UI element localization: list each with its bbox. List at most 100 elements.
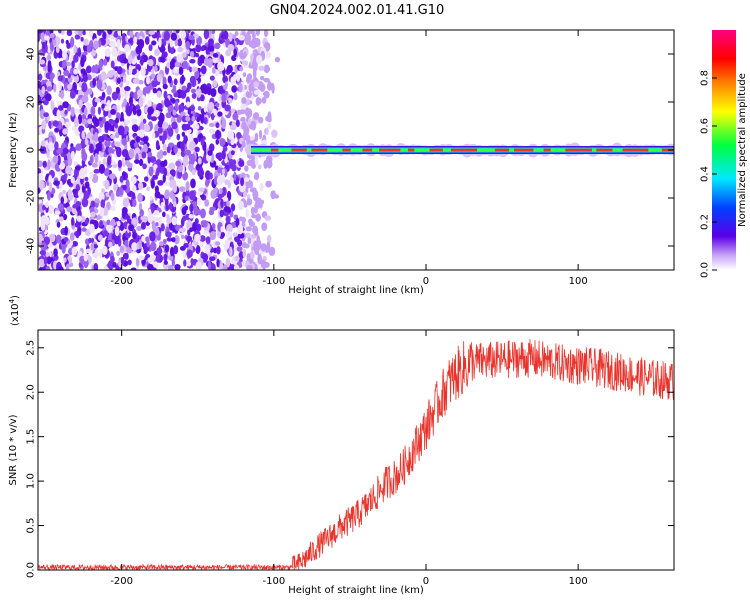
noise-speck [98, 163, 106, 175]
noise-speck [133, 36, 138, 44]
noise-speck [81, 227, 87, 232]
tone-peak [342, 148, 351, 152]
noise-speck [155, 254, 161, 263]
noise-speck [199, 208, 206, 219]
noise-speck [56, 234, 62, 244]
noise-speck [143, 215, 148, 223]
noise-speck [184, 195, 189, 202]
noise-speck [38, 258, 46, 268]
noise-speck [115, 117, 120, 124]
noise-speck [40, 242, 47, 252]
noise-speck [104, 121, 111, 131]
noise-speck [173, 78, 178, 86]
noise-speck [257, 253, 262, 265]
noise-speck [162, 122, 169, 130]
noise-speck [106, 219, 111, 226]
noise-speck [166, 61, 171, 69]
noise-speck [162, 238, 167, 245]
x-tick-label: 100 [569, 576, 588, 587]
noise-speck [258, 266, 263, 270]
noise-speck [122, 57, 129, 64]
noise-speck [88, 237, 92, 244]
noise-speck [133, 77, 140, 85]
noise-speck [265, 180, 272, 188]
noise-speck [62, 101, 69, 109]
noise-speck [136, 108, 142, 117]
noise-speck [151, 80, 158, 88]
noise-speck [132, 68, 137, 75]
snr-line [38, 338, 674, 570]
noise-speck [73, 44, 77, 55]
noise-speck [38, 233, 43, 243]
noise-speck [173, 245, 179, 255]
noise-speck [115, 146, 122, 158]
noise-speck [146, 239, 150, 248]
noise-speck [140, 222, 146, 230]
noise-speck [83, 74, 88, 83]
noise-speck [124, 239, 129, 248]
noise-speck [150, 205, 155, 214]
noise-speck [69, 232, 75, 241]
y-tick-label: 1.5 [26, 429, 37, 445]
noise-speck [144, 176, 149, 182]
noise-speck [104, 237, 109, 248]
noise-speck [147, 59, 154, 67]
noise-speck [154, 185, 159, 194]
noise-speck [135, 104, 141, 110]
noise-speck [61, 59, 67, 69]
noise-speck [178, 66, 184, 75]
noise-speck [81, 130, 86, 140]
noise-speck [216, 129, 220, 139]
noise-speck [93, 40, 99, 50]
noise-speck [89, 223, 95, 234]
noise-speck [101, 103, 105, 109]
noise-speck [103, 105, 110, 112]
noise-speck [122, 252, 129, 260]
noise-speck [104, 140, 111, 147]
noise-speck [89, 171, 94, 180]
noise-speck [182, 60, 189, 69]
noise-speck [141, 235, 146, 243]
noise-speck [72, 203, 79, 209]
noise-speck [181, 74, 185, 84]
noise-speck [192, 123, 200, 131]
noise-speck [244, 165, 249, 172]
noise-speck [258, 164, 262, 170]
noise-speck [155, 227, 160, 236]
noise-speck [132, 105, 137, 116]
noise-speck [116, 66, 123, 75]
noise-speck [58, 216, 64, 222]
noise-speck [150, 116, 158, 122]
noise-speck [225, 257, 231, 268]
noise-speck [45, 72, 52, 80]
noise-speck [164, 244, 170, 253]
noise-speck [82, 30, 86, 36]
noise-speck [172, 109, 177, 116]
noise-speck [112, 68, 116, 76]
noise-speck [183, 243, 189, 248]
noise-speck [221, 93, 227, 103]
noise-speck [271, 83, 275, 94]
noise-speck [40, 32, 45, 42]
colorbar-ticks: 0.0 0.2 0.4 0.6 0.8 [700, 70, 717, 278]
noise-speck [81, 197, 89, 208]
noise-speck [199, 54, 206, 64]
colorbar-tick-label: 0.8 [700, 70, 711, 86]
noise-speck [176, 133, 181, 141]
noise-speck [248, 180, 254, 189]
noise-speck [70, 176, 75, 184]
noise-speck [243, 125, 250, 136]
noise-speck [156, 73, 163, 83]
noise-speck [157, 120, 164, 128]
noise-speck [256, 54, 263, 65]
noise-speck [222, 264, 228, 270]
noise-speck [238, 82, 243, 93]
noise-speck [99, 37, 106, 46]
noise-speck [38, 267, 43, 270]
noise-speck [274, 56, 281, 63]
noise-speck [168, 162, 176, 171]
noise-speck [189, 203, 194, 213]
noise-speck [211, 66, 216, 75]
noise-speck [238, 182, 246, 193]
